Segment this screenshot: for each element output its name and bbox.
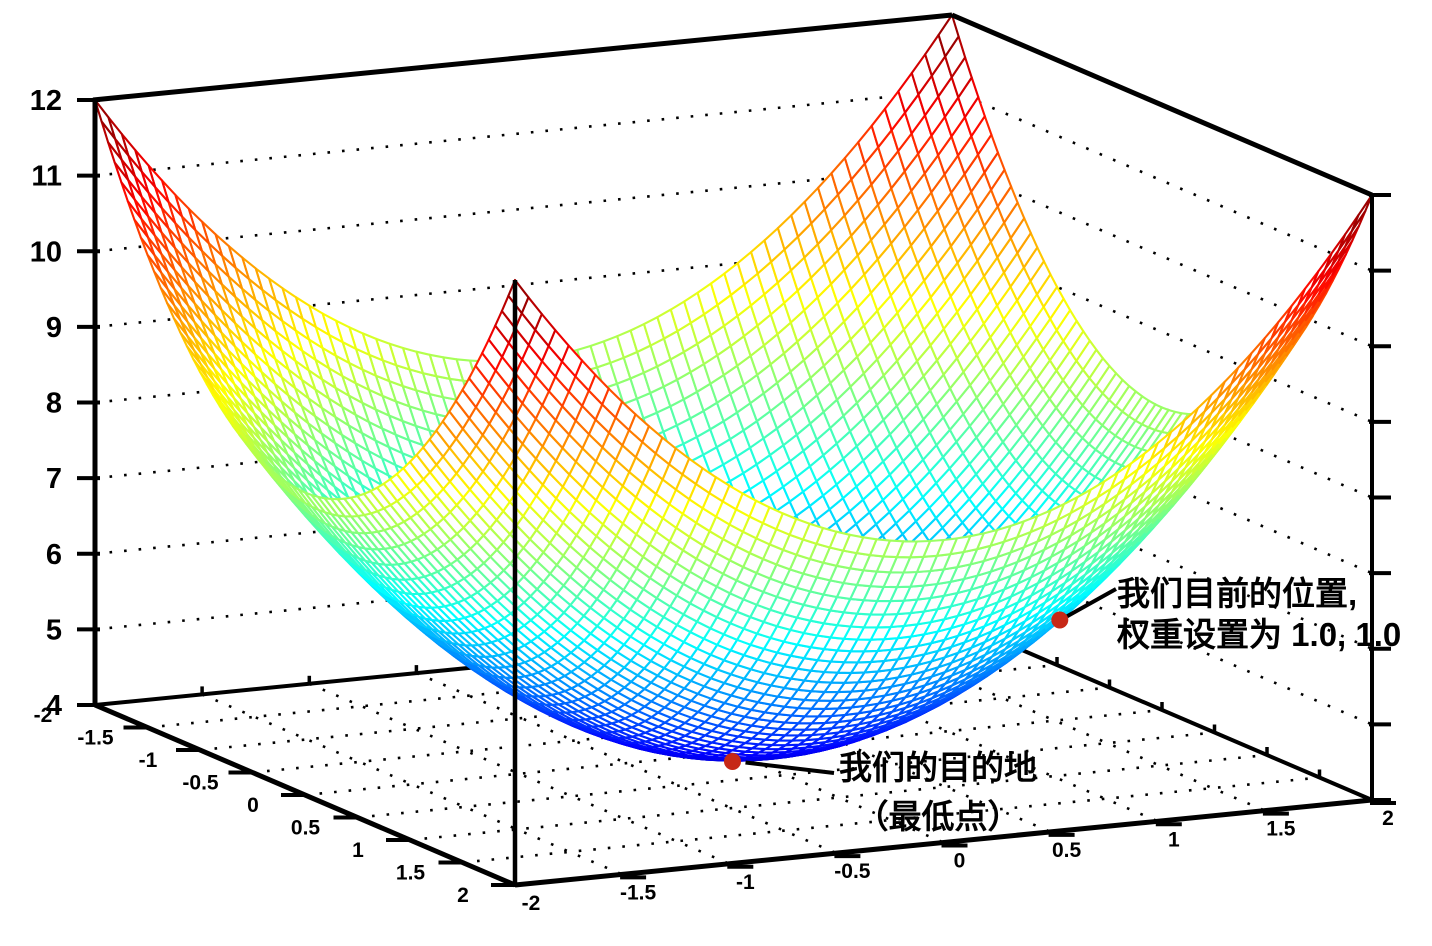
z-tick-label: 9 [46, 312, 62, 344]
box-top-left-edge [92, 12, 953, 103]
box-top-right-edge [951, 12, 1373, 198]
y-tick-label: 0 [954, 850, 966, 873]
wall-gridline-z5 [951, 543, 1373, 726]
y-tick-label: -1.5 [620, 881, 657, 904]
current-position-leader-line [1064, 587, 1117, 619]
current-position-label-line1: 我们目前的位置, [1117, 575, 1357, 612]
current-position-dot [1051, 611, 1069, 629]
x-tick-label: 0 [247, 794, 259, 817]
floor-gridline-x1 [409, 753, 1268, 842]
destination-label-line2: （最低点） [856, 798, 1021, 835]
y-tick-label: -1 [736, 871, 755, 894]
x-tick-label: -2 [34, 704, 53, 727]
floor-gridline-y-0.5 [415, 671, 837, 855]
x-tick-label: 2 [457, 884, 469, 907]
destination-leader-line [745, 760, 835, 775]
floor-gridline-y-1.5 [201, 693, 623, 876]
floor-gridline-y0 [522, 661, 945, 844]
z-tick-label: 4 [46, 690, 62, 722]
floor-gridline-x-0.5 [252, 686, 1110, 774]
annotations: 我们目前的位置, 权重设置为 1.0, 1.0 我们的目的地 （最低点） [724, 575, 1401, 835]
y-tick-label: 1.5 [1266, 818, 1296, 841]
floor-gridline-y1 [737, 640, 1159, 823]
y-tick-label: 1 [1168, 828, 1180, 851]
z-tick-label: 10 [30, 236, 62, 268]
floor-gridline-x1.5 [462, 776, 1320, 864]
x-tick-label: -1 [139, 749, 158, 772]
floor-gridline-x0.5 [357, 731, 1215, 819]
mesh-quad [1350, 193, 1374, 232]
wall-gridline-z7 [951, 391, 1373, 575]
x-tick-label: 0.5 [291, 817, 321, 840]
wall-gridline-z11 [94, 89, 953, 177]
x-tick-label: -0.5 [182, 772, 219, 795]
destination-dot [724, 753, 741, 770]
x-tick-label: -1.5 [77, 727, 114, 750]
floor-gridline-x0 [304, 708, 1163, 797]
x-tick-label: 1.5 [396, 862, 426, 885]
wall-gridline-z6 [951, 467, 1373, 650]
current-position-label-line2: 权重设置为 1.0, 1.0 [1116, 616, 1401, 653]
wall-gridline-z10 [94, 165, 953, 253]
y-tick-label: 0.5 [1052, 839, 1082, 862]
y-tick-label: -2 [522, 892, 541, 915]
wall-gridline-z9 [951, 240, 1373, 424]
z-tick-label: 11 [31, 161, 62, 193]
destination-label-line1: 我们的目的地 [839, 749, 1037, 786]
y-tick-label: -0.5 [834, 860, 871, 883]
mesh-quad [93, 98, 117, 140]
z-tick-label: 5 [46, 614, 62, 646]
surface-mesh [93, 13, 1374, 762]
floor-gridline-y1.5 [844, 629, 1266, 812]
axes [77, 12, 1396, 888]
z-tick-label: 7 [46, 463, 62, 495]
floor-gridline-y-1 [308, 682, 730, 865]
z-tick-label: 12 [30, 85, 62, 117]
mesh-quad [937, 13, 960, 58]
z-tick-label: 8 [46, 388, 62, 420]
y-tick-label: 2 [1382, 807, 1394, 830]
floor-gridline-y0.5 [630, 650, 1052, 834]
wall-gridline-z11 [951, 89, 1373, 272]
wall-gridline-z8 [951, 316, 1373, 499]
y-axis-line [514, 797, 1373, 888]
z-tick-label: 6 [46, 539, 62, 571]
x-tick-label: 1 [352, 839, 364, 862]
